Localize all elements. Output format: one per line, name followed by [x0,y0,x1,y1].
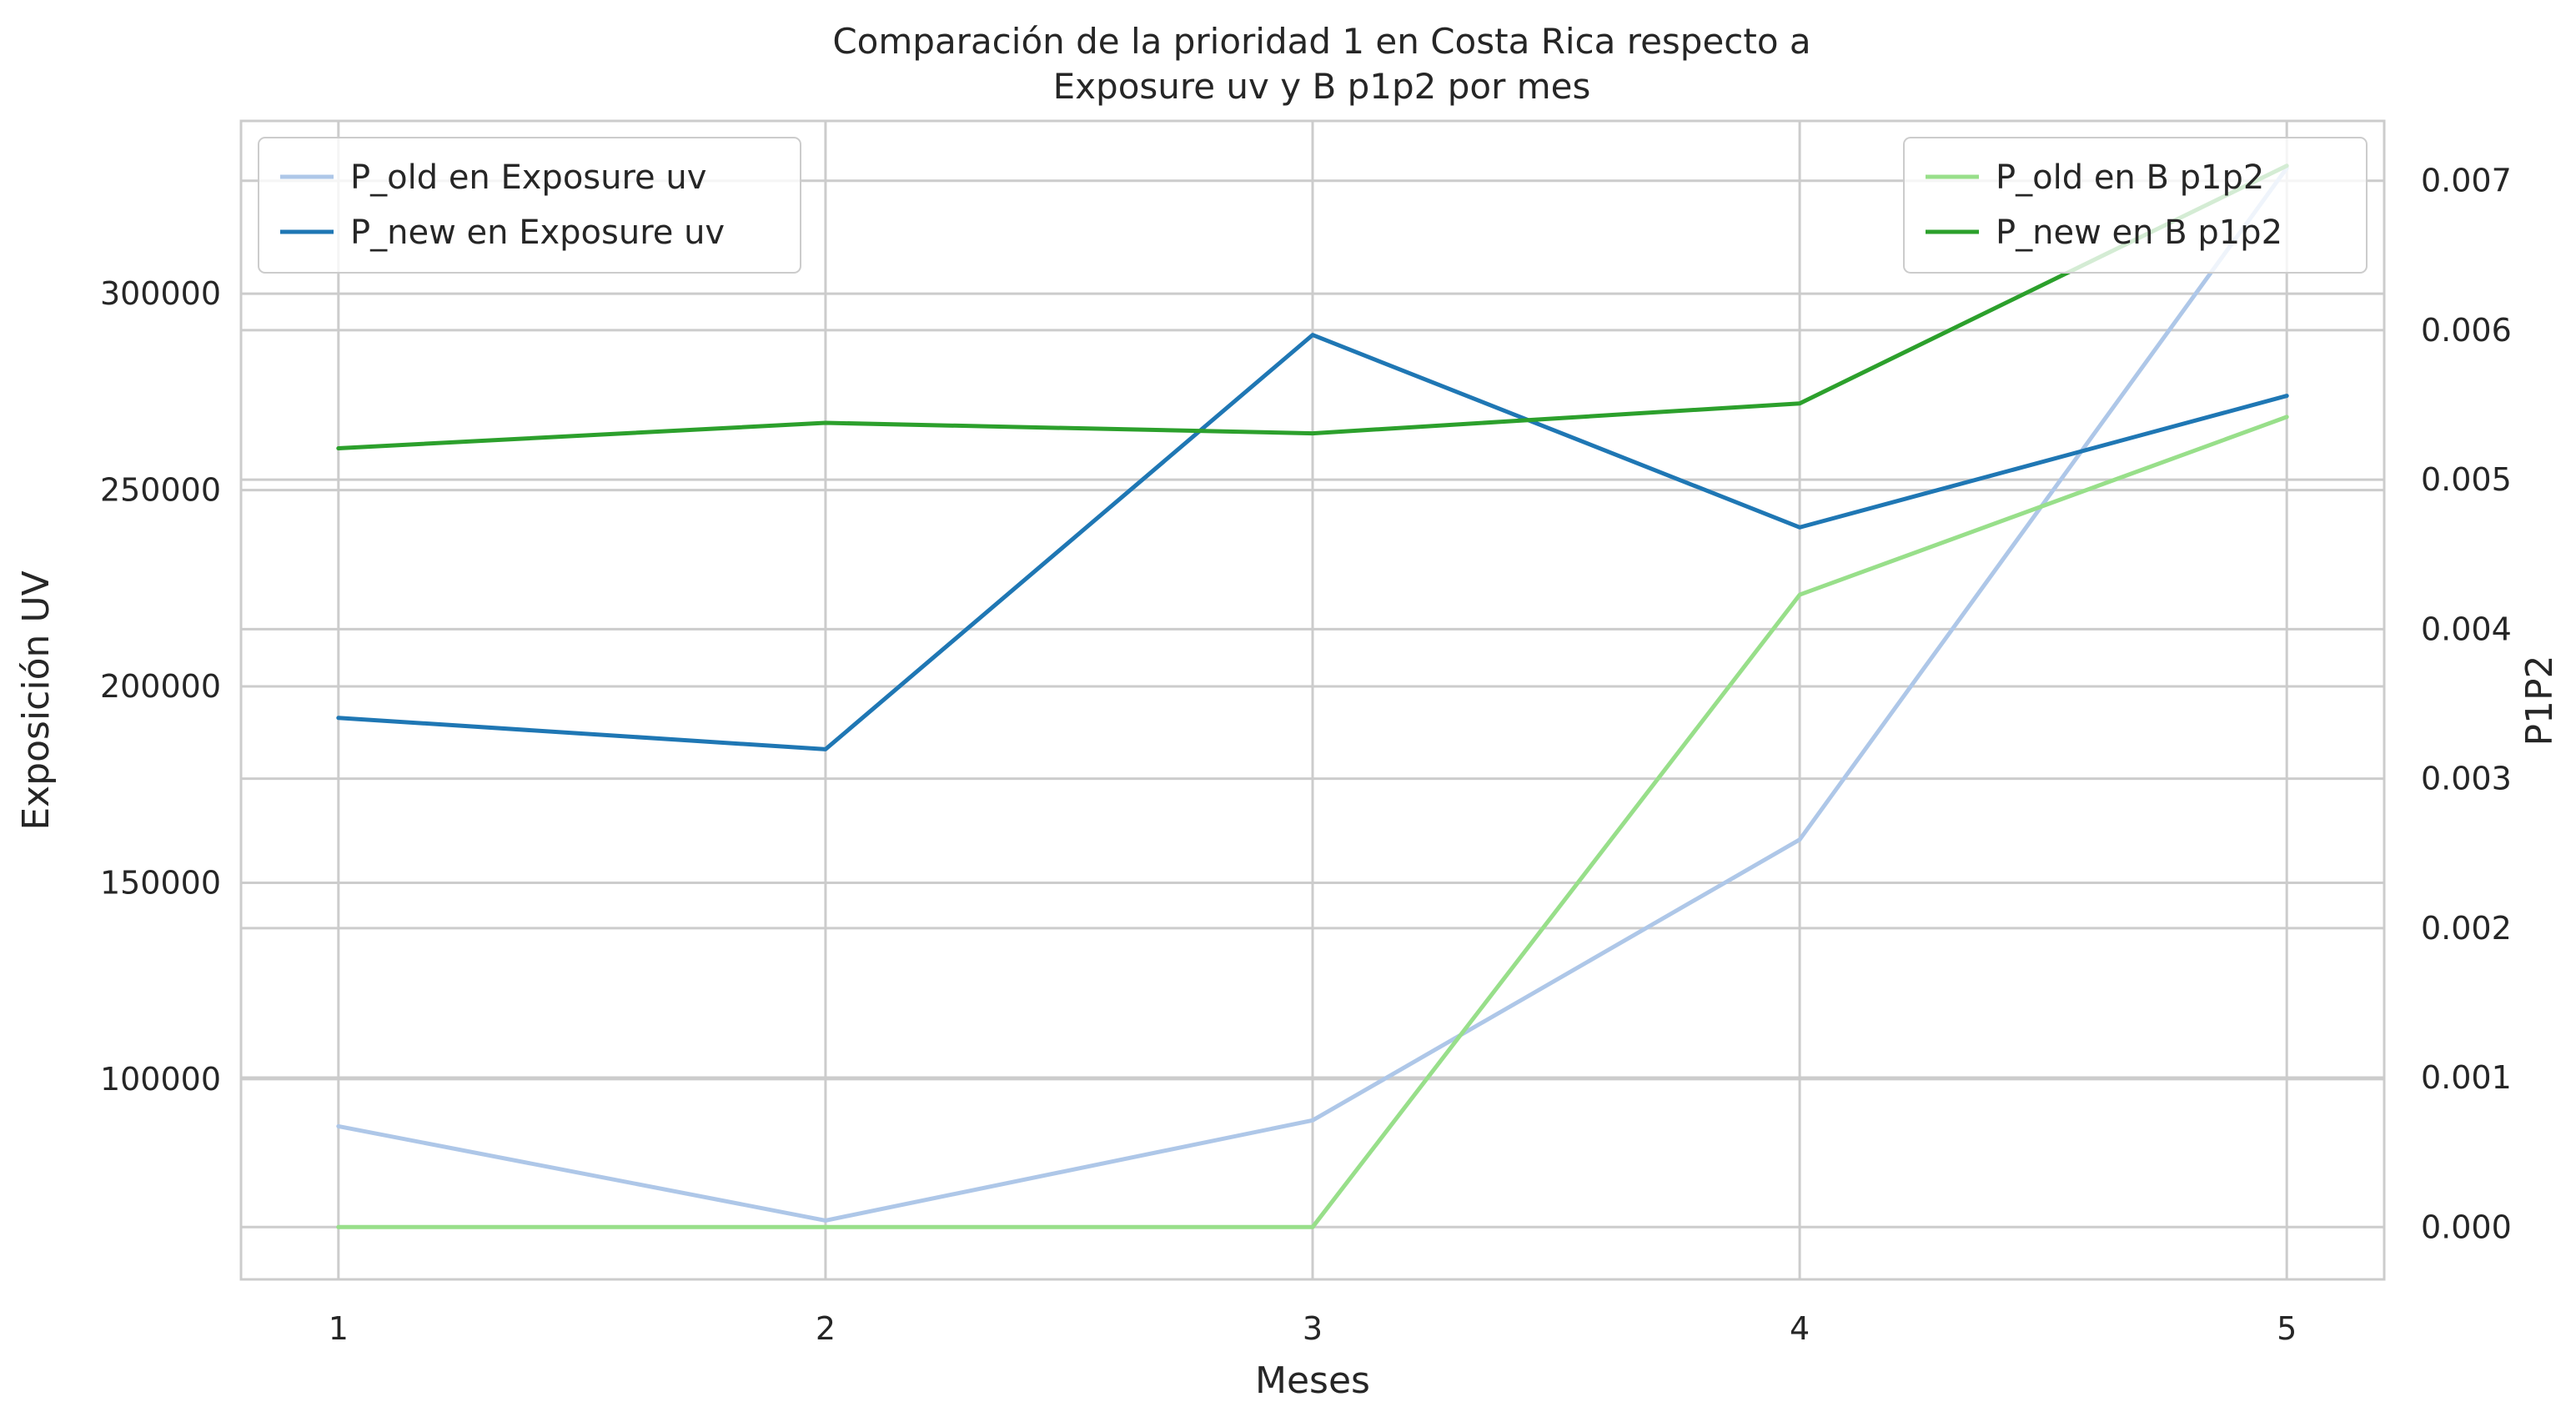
y-axis-left-label: Exposición UV [15,570,58,830]
x-tick-label: 2 [816,1310,836,1347]
chart-title-line-2: Exposure uv y B p1p2 por mes [1053,66,1591,107]
y-left-tick-label: 150000 [100,864,221,901]
series-line-left-2 [336,333,2289,751]
y-right-tick-label: 0.004 [2421,611,2512,647]
legend-entry-label: P_old en B p1p2 [1996,158,2264,197]
y-left-tick-label: 100000 [100,1061,221,1098]
legend-entry-label: P_old en Exposure uv [350,158,706,197]
x-tick-label: 5 [2277,1310,2297,1347]
legend-left: P_old en Exposure uv P_new en Exposure uv [258,137,801,274]
y-axis-right-label: P1P2 [2518,655,2561,746]
y-left-tick-label: 250000 [100,472,221,509]
x-tick-label: 3 [1303,1310,1323,1347]
y-left-tick-label: 200000 [100,668,221,705]
y-right-tick-label: 0.001 [2421,1059,2512,1096]
legend-entry-label: P_new en B p1p2 [1996,214,2282,252]
plot-frame [239,119,2386,1281]
series-line-left-1 [336,166,2289,1223]
x-axis-label: Meses [1255,1359,1370,1402]
y-left-tick-label: 300000 [100,275,221,312]
ticks-layer: 1 2 3 4 5 100000 150000 200000 250000 300000 0.000… [100,163,2512,1347]
series-line-right-2 [336,163,2289,450]
y-right-tick-label: 0.002 [2421,910,2512,947]
y-right-tick-label: 0.007 [2421,163,2512,199]
lines-layer [336,163,2289,1229]
series-line-right-1 [336,415,2289,1229]
x-tick-label: 1 [329,1310,349,1347]
x-tick-label: 4 [1790,1310,1810,1347]
chart-title-line-1: Comparación de la prioridad 1 en Costa R… [832,21,1810,62]
legend-box [258,137,801,274]
legend-entry-label: P_new en Exposure uv [350,214,725,252]
chart-title: Comparación de la prioridad 1 en Costa R… [832,21,1810,107]
y-right-tick-label: 0.005 [2421,461,2512,498]
y-right-tick-label: 0.006 [2421,312,2512,349]
y-right-tick-label: 0.000 [2421,1208,2512,1245]
legend-right: P_old en B p1p2 P_new en B p1p2 [1903,137,2368,274]
legend-box [1903,137,2368,274]
y-right-tick-label: 0.003 [2421,761,2512,797]
